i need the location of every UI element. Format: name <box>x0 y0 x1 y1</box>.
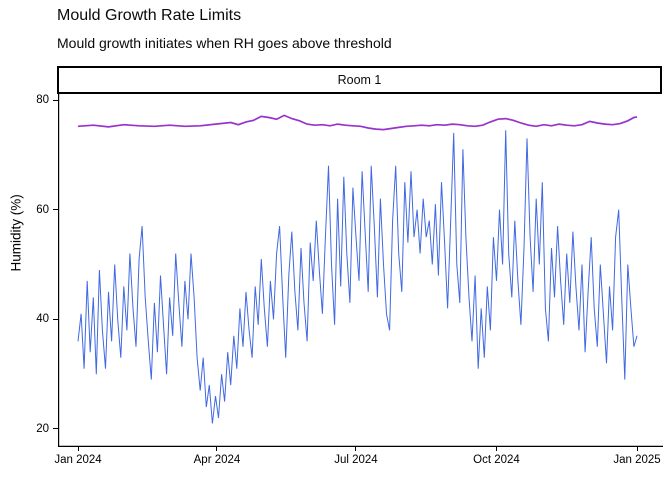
facet-strip: Room 1 <box>57 66 662 94</box>
facet-strip-label: Room 1 <box>337 73 382 87</box>
y-tick-label: 20 <box>36 422 49 435</box>
y-axis-title: Humidity (%) <box>8 194 24 272</box>
x-tick-label: Oct 2024 <box>473 454 520 466</box>
x-tick-mark <box>77 446 79 451</box>
x-tick-mark <box>495 446 497 451</box>
plot-panel <box>58 94 663 447</box>
y-tick-mark <box>53 209 58 211</box>
chart-canvas <box>58 94 663 447</box>
humidity-line <box>77 130 638 424</box>
x-tick-label: Jan 2024 <box>54 454 102 466</box>
x-tick-label: Jul 2024 <box>334 454 378 466</box>
x-tick-label: Jan 2025 <box>613 454 661 466</box>
y-tick-mark <box>53 99 58 101</box>
x-tick-mark <box>355 446 357 451</box>
x-tick-mark <box>216 446 218 451</box>
mould-growth-threshold-line <box>77 114 638 131</box>
x-tick-label: Apr 2024 <box>193 454 241 466</box>
chart-subtitle: Mould growth initiates when RH goes abov… <box>57 35 392 51</box>
y-tick-label: 80 <box>36 94 49 106</box>
chart-title: Mould Growth Rate Limits <box>57 7 242 24</box>
y-tick-label: 40 <box>36 313 49 326</box>
y-tick-mark <box>53 428 58 430</box>
x-tick-mark <box>636 446 638 451</box>
y-tick-label: 60 <box>36 203 49 216</box>
y-tick-mark <box>53 318 58 320</box>
